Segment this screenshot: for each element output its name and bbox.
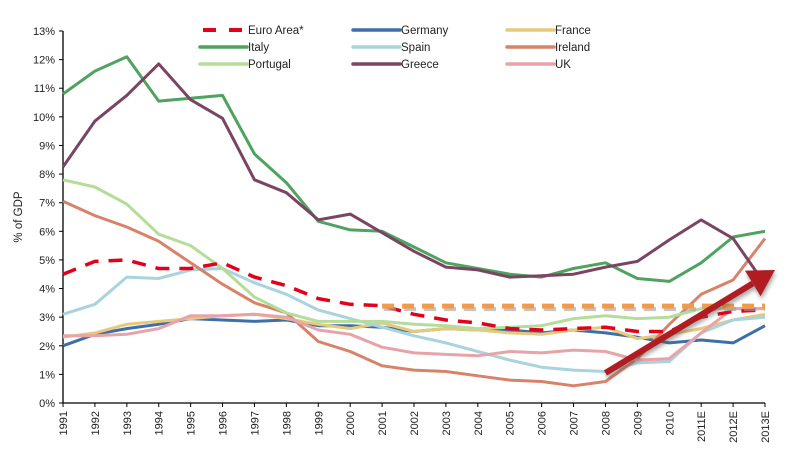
legend-item-france: France: [505, 25, 591, 37]
x-tick-label: 2009: [632, 411, 644, 435]
legend-item-italy: Italy: [198, 42, 269, 54]
y-tick-label: 9%: [39, 140, 55, 152]
trend-arrow: [603, 269, 775, 376]
x-tick-label: 1993: [122, 411, 134, 435]
x-tick-label: 2007: [569, 411, 581, 435]
x-tick-label: 2004: [473, 411, 485, 435]
series-layer: [61, 55, 767, 388]
legend-label: UK: [555, 59, 571, 71]
series-line-italy: [62, 55, 766, 283]
x-tick-label: 1999: [313, 411, 325, 435]
y-tick-label: 8%: [39, 169, 55, 181]
legend-label: Euro Area*: [248, 25, 304, 37]
legend-item-spain: Spain: [351, 42, 430, 54]
legend-item-germany: Germany: [351, 25, 449, 37]
x-tick-label: 1996: [218, 411, 230, 435]
x-axis: 1991 1992 1993 1994 1995 1996 1997 1998 1999 2000…: [58, 402, 772, 443]
x-tick-label: 2012E: [728, 411, 740, 443]
trend-arrow-head: [744, 269, 775, 297]
x-tick-label: 2005: [505, 411, 517, 435]
legend-item-uk: UK: [505, 59, 571, 71]
series-line-uk: [63, 307, 765, 362]
legend-label: France: [555, 25, 591, 37]
legend-label: Portugal: [248, 59, 291, 71]
legend-label: Greece: [401, 59, 439, 71]
series-line-spain: [62, 267, 766, 373]
legend: Euro Area* Germany France Italy Spain Ireland…: [198, 25, 591, 71]
series-line-portugal: [62, 178, 765, 331]
y-tick-label: 5%: [39, 255, 55, 267]
annotation-layer: [382, 269, 775, 376]
x-tick-label: 2001: [377, 411, 389, 435]
x-tick-label: 2000: [345, 411, 357, 435]
y-tick-label: 3%: [39, 312, 55, 324]
x-tick-label: 2002: [409, 411, 421, 435]
y-tick-label: 1%: [39, 369, 55, 381]
legend-label: Ireland: [555, 42, 590, 54]
legend-label: Italy: [248, 42, 269, 54]
y-tick-label: 2%: [39, 341, 55, 353]
x-tick-label: 2010: [664, 411, 676, 435]
x-tick-label: 2013E: [760, 411, 772, 443]
x-tick-label: 1992: [90, 411, 102, 435]
y-tick-label: 4%: [39, 284, 55, 296]
y-tick-label: 7%: [39, 198, 55, 210]
y-tick-label: 6%: [39, 226, 55, 238]
y-axis: 0% 1% 2% 3% 4% 5% 6% 7% 8% 9% 10% 11% 12% 13%: [33, 26, 64, 410]
legend-item-ireland: Ireland: [505, 42, 590, 54]
y-tick-label: 0%: [39, 398, 55, 410]
y-tick-label: 11%: [34, 83, 55, 95]
x-tick-label: 1998: [281, 411, 293, 435]
x-tick-label: 1995: [186, 411, 198, 435]
y-tick-label: 10%: [33, 112, 55, 124]
x-tick-label: 2008: [600, 411, 612, 435]
x-tick-label: 2006: [537, 411, 549, 435]
y-axis-title: % of GDP: [13, 191, 25, 242]
y-tick-label: 13%: [33, 26, 55, 38]
x-tick-label: 2011E: [696, 411, 708, 442]
legend-item-portugal: Portugal: [198, 59, 291, 71]
series-line-euro-area: [62, 258, 766, 334]
x-tick-label: 1994: [154, 411, 166, 435]
legend-item-greece: Greece: [351, 59, 439, 71]
x-tick-label: 1991: [58, 411, 70, 435]
x-tick-label: 2003: [441, 411, 453, 435]
legend-item-euro-area: Euro Area*: [203, 25, 304, 37]
trend-arrow-shaft: [603, 280, 755, 376]
legend-label: Spain: [401, 42, 430, 54]
x-tick-label: 1997: [249, 411, 261, 435]
y-tick-label: 12%: [33, 55, 55, 67]
series-line-greece: [61, 62, 767, 286]
legend-label: Germany: [401, 25, 449, 37]
